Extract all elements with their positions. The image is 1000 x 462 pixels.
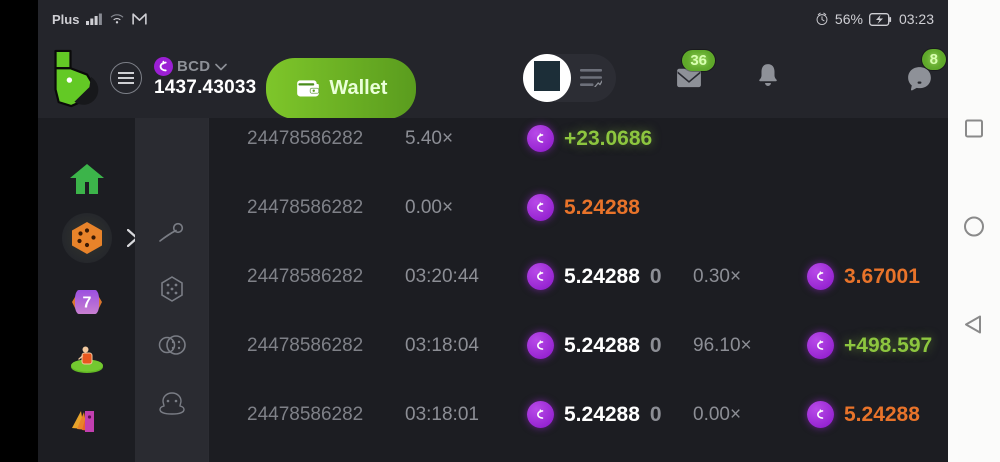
svg-text:7: 7 [82,295,91,312]
